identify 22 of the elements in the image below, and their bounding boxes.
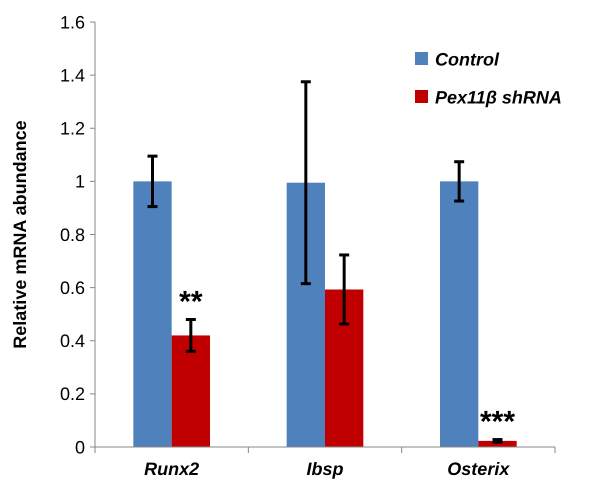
y-tick-label: 1.2: [60, 118, 85, 139]
y-tick-label: 1.6: [60, 12, 85, 32]
y-tick-label: 0.2: [60, 384, 85, 404]
x-tick-label: Runx2: [144, 459, 200, 479]
y-tick-label: 0: [74, 437, 85, 458]
annotation: ***: [480, 406, 516, 439]
bar: [325, 289, 364, 447]
bar: [286, 182, 325, 447]
bar: [440, 181, 478, 447]
y-axis-title: Relative mRNA abundance: [10, 120, 30, 349]
y-tick-label: 1.4: [60, 65, 85, 86]
bar: [172, 335, 210, 447]
bar: [133, 181, 172, 447]
y-tick-label: 0.4: [60, 331, 85, 352]
legend-label: Control: [435, 49, 500, 70]
legend-label: Pex11β shRNA: [435, 87, 562, 108]
x-tick-label: Ibsp: [306, 459, 344, 479]
y-tick-label: 0.6: [60, 278, 85, 298]
x-tick-label: Osterix: [447, 459, 510, 479]
y-tick-label: 1: [74, 172, 85, 192]
annotation: **: [179, 286, 203, 318]
y-tick-label: 0.8: [60, 224, 85, 245]
